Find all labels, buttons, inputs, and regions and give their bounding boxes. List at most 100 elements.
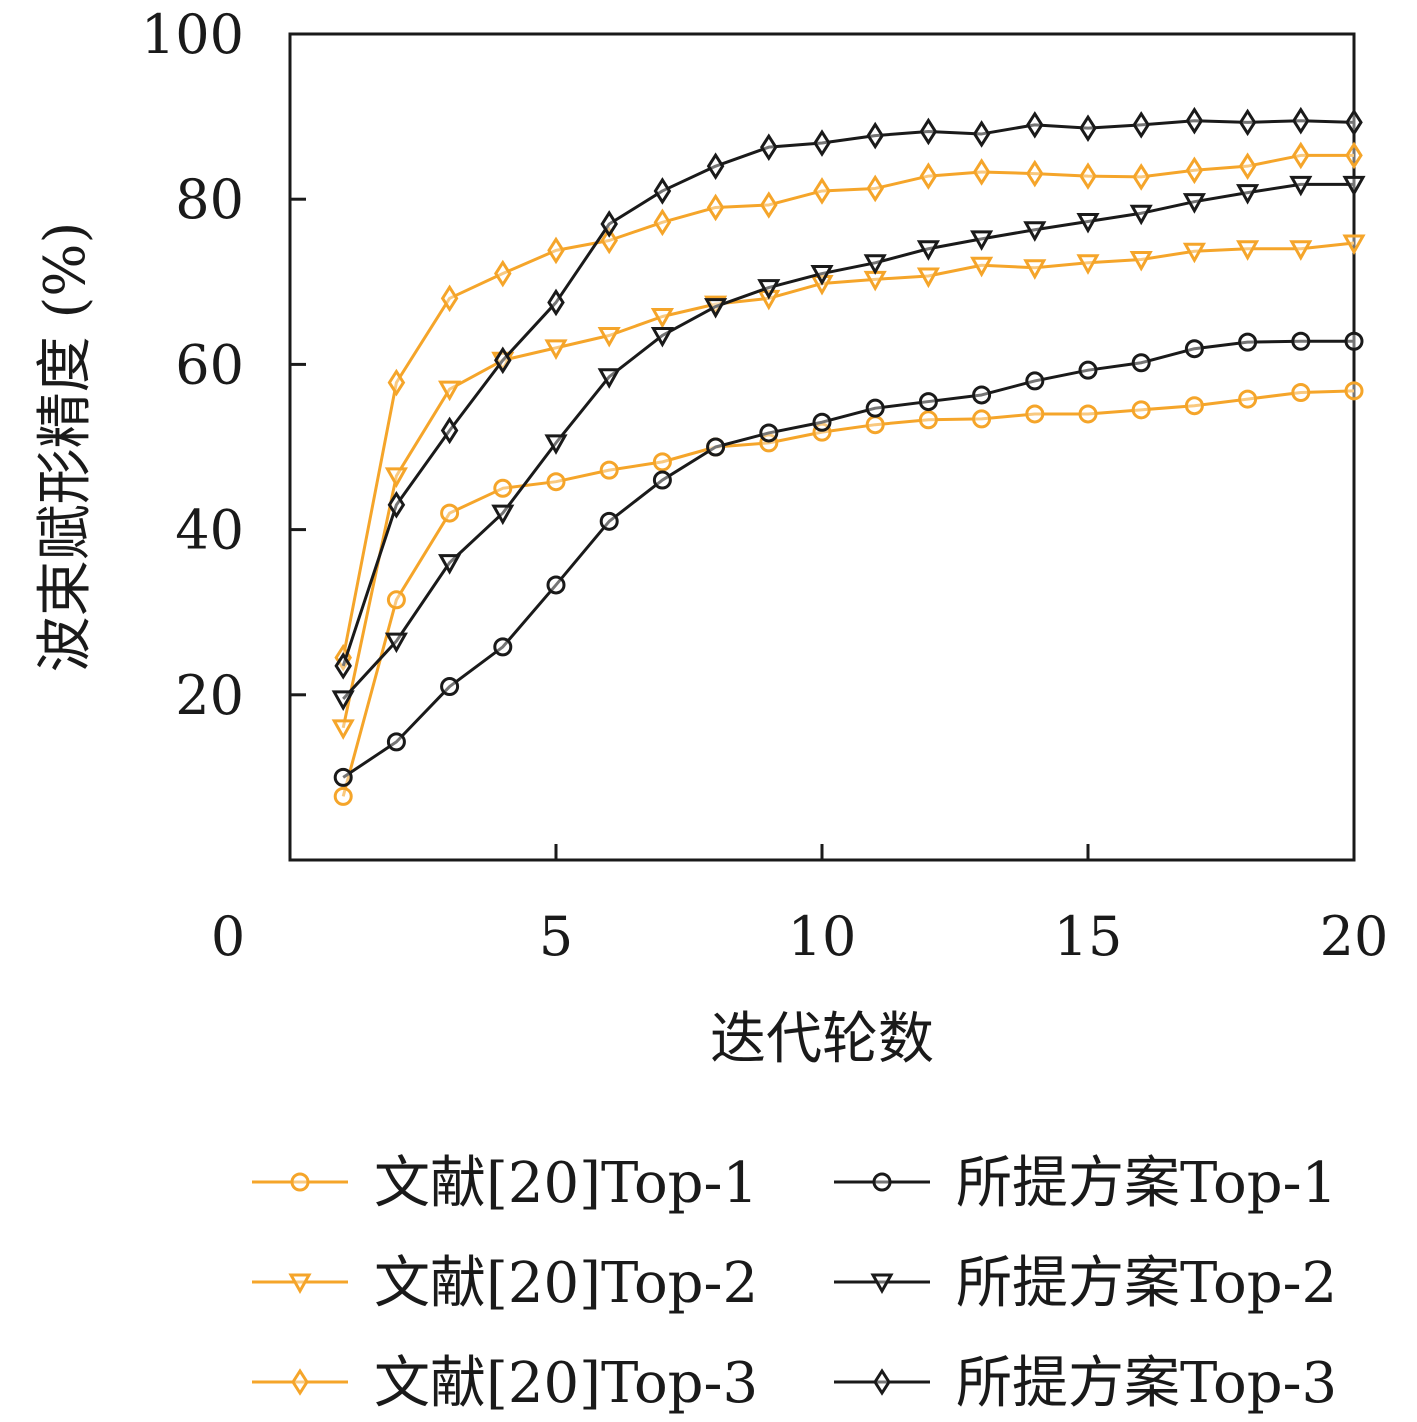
legend-label: 文献[20]Top-3	[374, 1351, 758, 1416]
data-point	[493, 637, 513, 657]
legend-item: 文献[20]Top-3	[252, 1351, 758, 1416]
data-point	[1026, 111, 1044, 139]
data-point	[706, 193, 725, 222]
data-point	[653, 177, 672, 205]
data-point	[1131, 400, 1151, 420]
data-point	[760, 133, 778, 161]
data-point	[1342, 175, 1366, 197]
data-point	[547, 288, 565, 317]
data-point	[653, 208, 672, 237]
data-point	[494, 346, 512, 375]
legend-swatch-marker	[290, 1172, 310, 1192]
series-line	[341, 119, 1355, 667]
x-tick-label: 0	[211, 905, 245, 968]
legend: 文献[20]Top-1 文献[20]Top-2 文献[20]Top-3 所提方案Top…	[252, 1151, 1337, 1416]
legend-item: 所提方案Top-2	[834, 1251, 1337, 1316]
data-point	[650, 326, 674, 348]
data-point	[1289, 175, 1313, 197]
legend-item: 所提方案Top-3	[834, 1351, 1337, 1416]
data-point	[916, 240, 940, 261]
data-point	[1026, 159, 1044, 188]
data-point	[866, 121, 884, 150]
data-point	[387, 491, 406, 519]
data-point	[493, 478, 513, 498]
legend-swatch-marker	[872, 1172, 892, 1192]
data-point	[1345, 108, 1363, 137]
data-point	[918, 410, 938, 430]
data-point	[757, 279, 781, 300]
data-point	[597, 368, 621, 389]
data-point	[1292, 141, 1310, 170]
data-point	[760, 191, 778, 219]
data-point	[438, 554, 462, 575]
data-point	[1023, 221, 1047, 242]
data-point	[1129, 204, 1153, 226]
data-point	[970, 256, 994, 278]
data-point	[387, 368, 406, 397]
data-point	[759, 423, 779, 443]
data-point	[650, 307, 674, 329]
data-point	[440, 677, 460, 697]
data-point	[863, 254, 887, 275]
data-point	[597, 326, 621, 348]
data-point	[546, 472, 566, 492]
legend-item: 所提方案Top-1	[834, 1151, 1337, 1216]
y-tick-label: 80	[175, 168, 244, 231]
data-point	[970, 230, 994, 251]
series-1	[333, 381, 1364, 806]
data-point	[1236, 240, 1260, 261]
data-point	[494, 259, 512, 288]
x-tick-label: 5	[539, 905, 573, 968]
series-2	[331, 234, 1366, 740]
legend-label: 所提方案Top-2	[956, 1251, 1337, 1316]
data-point	[812, 412, 832, 432]
data-point	[547, 236, 565, 265]
data-point	[866, 174, 884, 203]
data-point	[438, 380, 462, 402]
data-point	[972, 409, 992, 429]
x-tick-label: 15	[1054, 905, 1123, 968]
data-point	[1344, 331, 1364, 351]
data-point	[333, 767, 353, 787]
data-point	[334, 652, 352, 680]
data-point	[1185, 106, 1204, 135]
data-point	[1184, 339, 1204, 359]
data-point	[1238, 332, 1258, 352]
data-point	[813, 177, 831, 205]
data-point	[600, 210, 618, 238]
y-tick-label: 40	[175, 499, 244, 562]
data-point	[972, 120, 991, 148]
series-line	[341, 153, 1354, 658]
data-point	[1076, 213, 1100, 234]
data-point	[706, 437, 726, 457]
data-point	[704, 298, 728, 319]
series-3	[334, 141, 1363, 672]
legend-swatch-marker	[288, 1273, 312, 1295]
data-point	[384, 467, 408, 488]
x-tick-label: 20	[1320, 905, 1389, 968]
data-point	[813, 129, 831, 157]
data-point	[919, 162, 938, 190]
data-point	[440, 503, 460, 523]
series-line	[342, 182, 1354, 700]
data-point	[333, 786, 353, 806]
data-point	[1078, 360, 1098, 380]
series-line	[341, 241, 1355, 729]
y-axis: 20 40 60 80 100	[141, 3, 306, 727]
y-tick-label: 100	[141, 3, 244, 66]
data-point	[331, 690, 355, 711]
data-point	[1132, 111, 1150, 139]
legend-label: 所提方案Top-1	[956, 1151, 1337, 1216]
data-point	[1079, 114, 1097, 142]
data-point	[1291, 382, 1311, 402]
data-point	[491, 504, 515, 526]
y-tick-label: 20	[175, 664, 244, 727]
data-point	[1238, 108, 1257, 137]
series-4	[333, 331, 1364, 787]
data-point	[972, 385, 992, 405]
data-point	[599, 460, 619, 480]
data-point	[331, 719, 355, 740]
data-point	[1291, 331, 1311, 351]
data-point	[972, 158, 991, 186]
data-point	[1182, 242, 1206, 264]
